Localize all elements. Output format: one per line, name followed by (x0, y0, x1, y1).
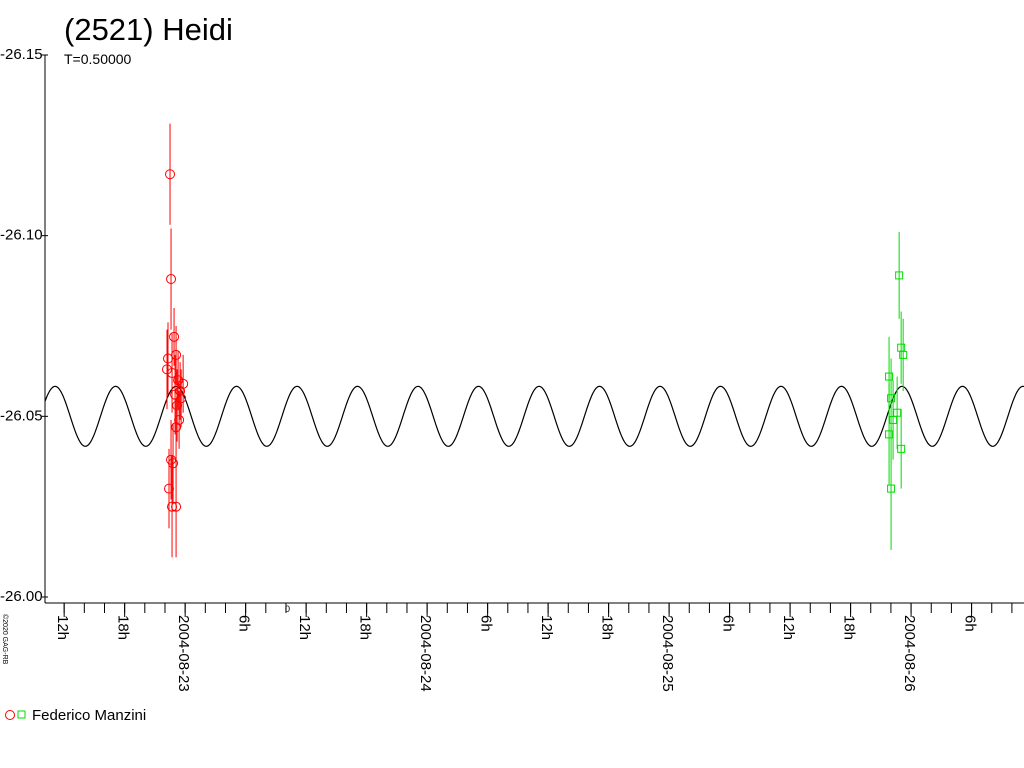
x-tick-label: 2004-08-25 (659, 615, 676, 692)
x-tick-label: 18h (841, 615, 858, 640)
model-curve (44, 385, 1024, 447)
x-tick-label: 12h (54, 615, 71, 640)
x-tick-label: 6h (478, 615, 495, 632)
data-point (885, 372, 894, 381)
x-tick-label: 6h (962, 615, 979, 632)
data-point (897, 444, 906, 453)
y-tick-label: -26.05 (0, 407, 43, 424)
legend-marker (5, 710, 15, 720)
data-point (171, 501, 182, 512)
x-tick-label: 18h (599, 615, 616, 640)
x-tick-label: 12h (296, 615, 313, 640)
copyright: ©2020 GAG-RB (1, 614, 9, 665)
data-point (169, 331, 180, 342)
data-point (164, 483, 175, 494)
chart-title: (2521) Heidi (64, 12, 233, 47)
data-point (893, 408, 902, 417)
legend-label: Federico Manzini (32, 707, 146, 724)
x-tick-label: 2004-08-24 (417, 615, 434, 692)
data-point (176, 393, 187, 404)
axis-note: 0 (285, 604, 290, 614)
y-tick-label: -26.00 (0, 588, 43, 605)
data-point (161, 364, 172, 375)
data-point (899, 350, 908, 359)
data-point (887, 394, 896, 403)
x-tick-label: 6h (720, 615, 737, 632)
chart-subtitle: T=0.50000 (64, 51, 132, 67)
x-tick-label: 6h (236, 615, 253, 632)
x-tick-label: 12h (538, 615, 555, 640)
x-tick-label: 18h (115, 615, 132, 640)
data-point (174, 414, 185, 425)
data-point (173, 375, 184, 386)
y-tick-label: -26.10 (0, 227, 43, 244)
data-point (895, 271, 904, 280)
y-tick-label: -26.15 (0, 46, 43, 63)
data-point (175, 386, 186, 397)
legend-marker (17, 710, 26, 719)
x-tick-label: 2004-08-23 (175, 615, 192, 692)
data-point (887, 484, 896, 493)
data-point (165, 169, 176, 180)
data-point (178, 378, 189, 389)
data-point (171, 349, 182, 360)
data-point (885, 430, 894, 439)
data-point (171, 422, 182, 433)
x-tick-label: 2004-08-26 (901, 615, 918, 692)
data-point (889, 415, 898, 424)
x-tick-label: 12h (780, 615, 797, 640)
x-tick-label: 18h (357, 615, 374, 640)
data-point (166, 274, 177, 285)
